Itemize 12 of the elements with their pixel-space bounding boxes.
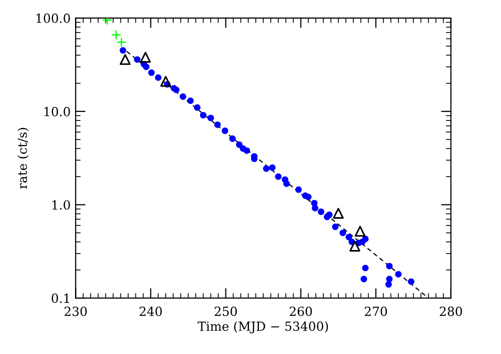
x-tick-label: 280 [440,306,462,316]
x-tick-label: 270 [364,306,387,316]
y-tick-label: 100.0 [36,14,70,23]
x-axis-title: Time (MJD − 53400) [198,321,328,334]
x-tick-label: 260 [290,306,312,316]
x-tick-label: 250 [214,306,237,316]
y-tick-label: 0.1 [52,294,70,303]
y-tick-label: 1.0 [52,200,70,210]
y-axis-title: rate (ct/s) [17,128,29,189]
y-tick-label: 10.0 [44,106,70,116]
x-tick-label: 240 [140,306,162,316]
x-tick-label: 230 [64,306,87,316]
